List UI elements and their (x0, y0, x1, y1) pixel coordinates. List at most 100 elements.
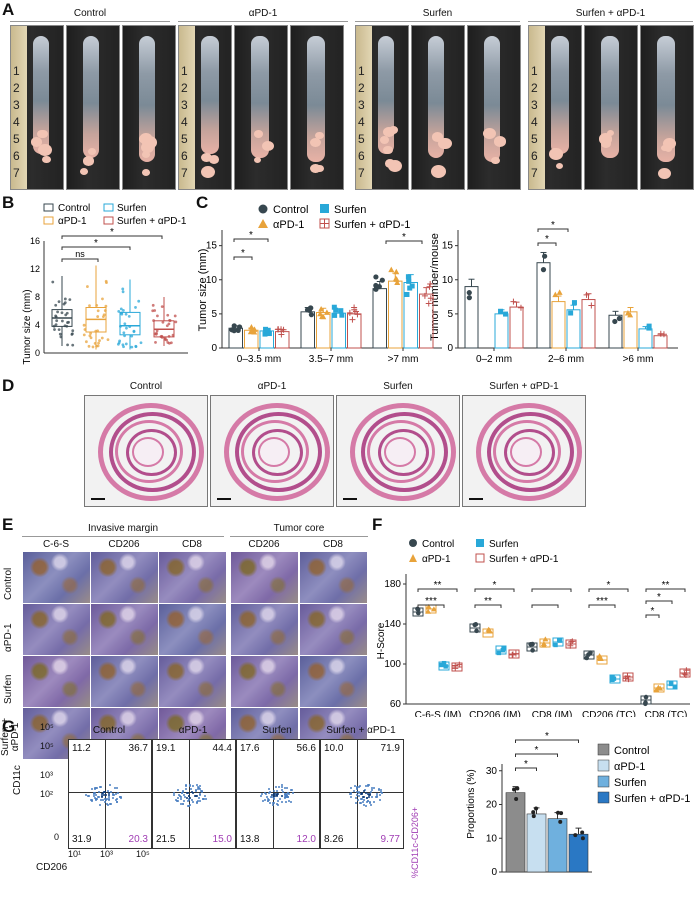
flow-event (368, 794, 371, 797)
flow-event (378, 787, 381, 790)
flow-event (355, 797, 358, 800)
ihc-tile (22, 655, 91, 708)
bar (653, 335, 668, 349)
gate-line (105, 740, 106, 848)
flow-event (283, 794, 286, 797)
panel-label-c: C (196, 193, 209, 212)
data-point (657, 685, 664, 691)
flow-event (367, 783, 370, 786)
data-point (425, 608, 432, 614)
ihc-tile (230, 655, 299, 708)
flow-event (109, 784, 112, 787)
bar (494, 313, 509, 349)
legend-marker-surfen (320, 204, 329, 213)
ruler-mark: 5 (358, 132, 365, 146)
colon-tissue (307, 36, 325, 162)
histology-title: Control (129, 381, 163, 392)
ruler-mark: 6 (13, 149, 20, 163)
quadrant-ur: 56.6 (296, 743, 316, 754)
flow-ytick-top: 10⁵ (40, 722, 54, 732)
flow-side-label: %CD11c-CD206+ (410, 806, 420, 878)
flow-event (369, 793, 372, 796)
histology-title: Surfen + αPD-1 (489, 381, 559, 392)
chart-category: 0–2 mm (476, 354, 512, 365)
flow-event (362, 800, 365, 803)
tissue-ring (350, 403, 456, 502)
flow-event (263, 799, 266, 802)
data-point (580, 836, 585, 841)
box-point (96, 329, 99, 333)
flow-event (97, 795, 100, 798)
box-point (101, 297, 104, 301)
tumor (389, 126, 399, 135)
flow-event (197, 786, 200, 789)
flow-event (288, 800, 290, 803)
legend-marker-combo-cross (320, 219, 329, 228)
data-point (388, 266, 395, 273)
box-point (89, 336, 93, 340)
data-point (597, 654, 604, 660)
flow-event (115, 793, 118, 795)
data-point (643, 700, 648, 706)
data-point (354, 311, 361, 318)
sig-bracket (417, 588, 458, 592)
box-point (173, 314, 177, 318)
ruler-mark: 6 (181, 149, 188, 163)
data-point (624, 310, 631, 316)
box-point (54, 303, 58, 307)
box-point (171, 333, 175, 337)
box-point (166, 313, 170, 317)
gate-line (189, 740, 190, 848)
colon-photo (584, 25, 638, 190)
data-point (331, 304, 337, 310)
data-point (683, 667, 690, 674)
flow-event (180, 803, 183, 806)
bar (568, 833, 589, 873)
colon-photo (234, 25, 288, 190)
data-point (583, 291, 590, 298)
ruler-mark: 7 (531, 166, 538, 180)
chart-ytick: 15 (206, 241, 218, 252)
sig-bracket (531, 588, 572, 592)
flow-event (281, 800, 284, 803)
tumor (82, 156, 94, 166)
chart-category: CD206 (TC) (582, 710, 636, 717)
quadrant-ur: 71.9 (380, 743, 400, 754)
box-point (86, 285, 89, 288)
box-point (123, 322, 127, 326)
data-point (486, 627, 493, 633)
box-point (155, 329, 159, 333)
panel-c-charts: Control Surfen αPD-1 Surfen + αPD-1 Tumo… (197, 204, 678, 365)
flow-event (285, 801, 288, 804)
box-point (120, 311, 124, 315)
tumor (606, 129, 614, 136)
panel-b-ytick: 4 (35, 320, 40, 330)
flow-event (286, 792, 289, 795)
flow-event (357, 794, 360, 797)
sig-bracket (515, 739, 579, 743)
ruler-mark: 4 (13, 115, 20, 129)
tumor (482, 127, 497, 140)
flow-event (186, 791, 189, 794)
flow-event (182, 794, 185, 797)
panel-b-ytick: 0 (35, 348, 40, 358)
flow-event (272, 804, 274, 807)
flow-event (260, 792, 263, 795)
ihc-tile (158, 655, 227, 708)
flow-event (360, 792, 363, 795)
panel-a-divider (355, 21, 520, 22)
box-point (121, 290, 125, 294)
flow-event (289, 801, 292, 804)
flow-event (191, 792, 194, 795)
ruler-mark: 6 (358, 149, 365, 163)
data-point (557, 638, 562, 643)
sig-label: * (524, 759, 528, 770)
legend-marker-apd1 (258, 219, 268, 228)
box-point (132, 329, 136, 333)
quadrant-ul: 10.0 (324, 743, 344, 754)
flow-event (360, 797, 363, 800)
tumor (253, 156, 261, 163)
data-point (571, 300, 577, 306)
flow-event (204, 798, 207, 801)
data-point (672, 684, 678, 690)
